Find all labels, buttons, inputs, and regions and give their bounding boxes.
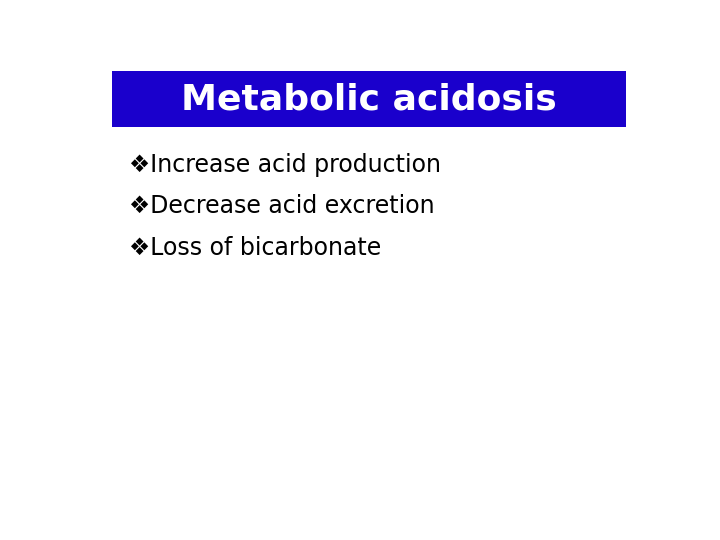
Text: ❖Decrease acid excretion: ❖Decrease acid excretion	[129, 194, 435, 218]
Bar	[112, 71, 626, 127]
Text: ❖Increase acid production: ❖Increase acid production	[129, 153, 441, 177]
Text: ❖Loss of bicarbonate: ❖Loss of bicarbonate	[129, 236, 382, 260]
Text: Metabolic acidosis: Metabolic acidosis	[181, 82, 557, 116]
